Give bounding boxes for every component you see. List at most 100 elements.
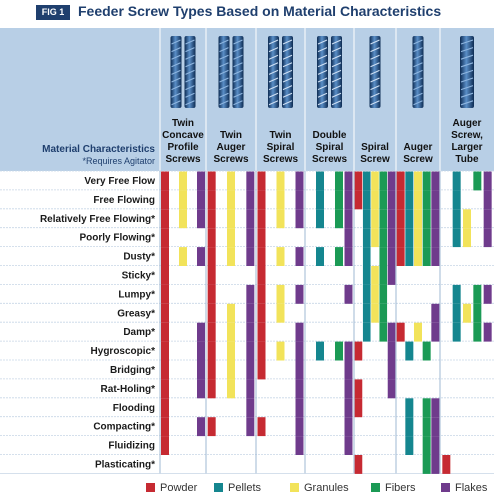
material-stripe-powder [207, 209, 216, 229]
material-stripe-pellets [362, 303, 371, 323]
material-stripe-pellets [362, 322, 371, 342]
legend-label: Powder [160, 482, 198, 494]
material-stripe-pellets [405, 398, 414, 418]
material-stripe-flakes [483, 284, 492, 304]
material-stripe-powder [161, 171, 169, 191]
material-stripe-flakes [246, 379, 255, 399]
material-stripe-flakes [246, 209, 255, 229]
material-stripe-powder [257, 247, 266, 266]
material-stripe-powder [161, 341, 169, 361]
row-label: Rat-Holing* [101, 384, 156, 395]
row-label: Relatively Free Flowing* [40, 214, 155, 225]
material-stripe-powder [396, 228, 405, 248]
material-stripe-flakes [387, 341, 396, 361]
material-stripe-flakes [246, 360, 255, 380]
material-stripe-pellets [405, 228, 414, 248]
material-stripe-fibers [422, 417, 431, 437]
material-stripe-powder [354, 455, 363, 474]
row-label: Dusty* [123, 252, 155, 263]
material-stripe-flakes [431, 455, 440, 474]
screw-illustration [412, 36, 424, 108]
material-stripe-pellets [362, 190, 371, 210]
material-stripe-granules [227, 171, 235, 191]
material-stripe-fibers [473, 322, 482, 342]
material-stripe-flakes [344, 398, 353, 418]
material-stripe-flakes [246, 228, 255, 248]
row-label: Damp* [123, 327, 155, 338]
row-label: Poorly Flowing* [79, 233, 155, 244]
column-header-line: Auger [453, 118, 482, 129]
screw-matrix-chart: TwinConcaveProfileScrewsTwinAugerScrewsT… [0, 28, 494, 474]
material-stripe-powder [207, 341, 216, 361]
material-stripe-fibers [379, 190, 388, 210]
material-stripe-pellets [452, 171, 461, 191]
material-stripe-powder [207, 284, 216, 304]
material-stripe-granules [179, 209, 187, 229]
material-stripe-fibers [379, 322, 388, 342]
material-stripe-fibers [422, 247, 431, 266]
legend-label: Granules [304, 482, 349, 494]
screw-illustration [369, 36, 381, 108]
material-stripe-pellets [316, 190, 324, 210]
material-stripe-granules [227, 190, 235, 210]
legend: Powder Pellets Granules Fibers Flakes [0, 474, 494, 502]
material-stripe-flakes [246, 171, 255, 191]
material-stripe-powder [161, 417, 169, 437]
material-stripe-powder [207, 417, 216, 437]
material-stripe-flakes [197, 341, 205, 361]
legend-swatch [290, 483, 299, 492]
material-stripe-flakes [483, 228, 492, 248]
material-stripe-powder [396, 171, 405, 191]
material-stripe-flakes [197, 171, 205, 191]
material-stripe-powder [207, 228, 216, 248]
material-stripe-granules [227, 379, 235, 399]
material-stripe-pellets [362, 228, 371, 248]
material-stripe-powder [161, 190, 169, 210]
material-stripe-powder [161, 228, 169, 248]
screw-illustration [218, 36, 244, 108]
material-stripe-pellets [452, 190, 461, 210]
material-stripe-flakes [295, 379, 304, 399]
requires-agitator-note: *Requires Agitator [82, 156, 155, 166]
material-stripe-flakes [197, 417, 205, 437]
material-stripe-fibers [422, 436, 431, 455]
material-stripe-powder [161, 209, 169, 229]
material-stripe-powder [354, 171, 363, 191]
column-header-line: Double [313, 130, 347, 141]
row-label: Greasy* [117, 308, 155, 319]
material-stripe-flakes [344, 209, 353, 229]
material-stripe-pellets [316, 341, 324, 361]
legend-item-powder: Powder [146, 482, 197, 494]
material-stripe-flakes [295, 398, 304, 418]
row-label: Compacting* [93, 422, 155, 433]
material-stripe-granules [227, 209, 235, 229]
material-stripe-granules [371, 284, 379, 304]
material-stripe-flakes [431, 171, 440, 191]
material-stripe-flakes [431, 436, 440, 455]
material-stripe-fibers [379, 247, 388, 266]
screw-illustration [460, 36, 474, 108]
material-stripe-powder [442, 455, 451, 474]
material-stripe-flakes [344, 171, 353, 191]
legend-item-flakes: Flakes [441, 482, 487, 494]
material-stripe-granules [179, 190, 187, 210]
column-header-line: Screws [213, 154, 248, 165]
material-stripe-pellets [452, 209, 461, 229]
material-stripe-flakes [295, 247, 304, 266]
material-stripe-pellets [452, 322, 461, 342]
material-stripe-flakes [295, 190, 304, 210]
material-stripe-granules [371, 303, 379, 323]
material-stripe-flakes [387, 379, 396, 399]
legend-item-granules: Granules [290, 482, 349, 494]
material-stripe-granules [227, 322, 235, 342]
material-stripe-granules [276, 209, 285, 229]
material-stripe-granules [227, 360, 235, 380]
material-stripe-flakes [387, 228, 396, 248]
material-stripe-granules [276, 341, 285, 361]
column-header-line: Larger [451, 142, 482, 153]
material-stripe-flakes [483, 209, 492, 229]
material-characteristics-label: Material Characteristics [42, 144, 155, 155]
material-stripe-fibers [379, 171, 388, 191]
material-stripe-flakes [387, 322, 396, 342]
material-stripe-powder [257, 209, 266, 229]
